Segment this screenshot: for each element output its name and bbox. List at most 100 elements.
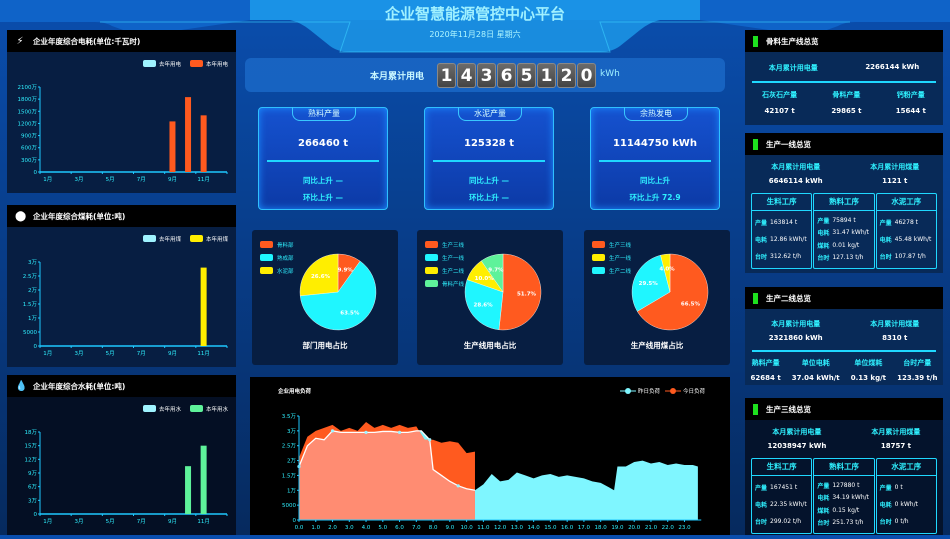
- slice-label: 28.6%: [474, 303, 494, 309]
- legend-swatch: [592, 267, 605, 274]
- process-column: 水泥工序 产量 46278 t 电耗 45.48 kWh/t 台时 107.87 t/h: [875, 193, 937, 269]
- x-tick-label: 9.0: [445, 525, 454, 531]
- y-tick-label: 1万: [287, 487, 296, 494]
- x-tick-label: 21.0: [645, 525, 658, 531]
- legend-swatch: [190, 60, 203, 67]
- coal-value: 8310 t: [882, 334, 908, 342]
- elec-label: 本月累计用电量: [771, 320, 821, 328]
- legend-label: 去年用水: [159, 405, 182, 413]
- row-key: 产量: [817, 482, 830, 490]
- slice-label: 63.5%: [340, 310, 360, 316]
- legend-label: 生产二线: [609, 267, 632, 275]
- x-tick-label: 1月: [43, 176, 52, 183]
- load-chart-panel: 企业用电负荷 昨日负荷 今日负荷 0 5000 1万 1.5万 2万 2.5万 3万 3.5万 0.0…: [250, 377, 730, 535]
- x-tick-label: 13.0: [511, 525, 524, 531]
- row-value: 22.35 kWh/t: [770, 501, 807, 508]
- process-row: 煤耗 0.15 kg/t: [814, 504, 873, 517]
- legend-label: 生产一线: [442, 254, 465, 262]
- stat-value: 0.13 kg/t: [850, 374, 886, 382]
- x-tick-label: 1.0: [311, 525, 320, 531]
- row-key: 电耗: [817, 230, 830, 238]
- legend-label: 水泥部: [277, 267, 294, 275]
- y-tick-label: 0: [34, 344, 38, 350]
- process-column: 熟料工序 产量 75894 t 电耗 31.47 kWh/t 煤耗 0.01 kg/t 台时 1…: [813, 193, 875, 269]
- water-bar-chart: 去年用水 本年用水 0 3万 6万 9万 12万 15万 18万 1月 3月 5月 7月 9月 11月: [25, 405, 229, 525]
- y-tick-label: 900万: [21, 133, 37, 140]
- row-key: 产量: [755, 220, 768, 227]
- stat-label: 钙粉产量: [896, 91, 925, 99]
- process-row: 电耗 31.47 kWh/t: [814, 227, 873, 240]
- row-key: 台时: [755, 254, 768, 261]
- slice-label: 29.5%: [639, 281, 659, 287]
- digit: 2: [557, 63, 576, 88]
- x-tick-label: 15.0: [544, 525, 557, 531]
- y-tick-label: 1万: [28, 315, 37, 322]
- x-tick-label: 10.0: [460, 525, 473, 531]
- y-tick-label: 300万: [21, 157, 37, 164]
- bar: [200, 445, 207, 514]
- process-row: 产量 167451 t: [752, 479, 811, 496]
- row-value: 163814 t: [770, 219, 798, 226]
- circle-icon: ⬤: [15, 210, 27, 222]
- legend-label: 生产三线: [609, 241, 632, 249]
- x-tick-label: 1月: [43, 350, 52, 357]
- y-tick-label: 5000: [23, 330, 37, 336]
- legend-swatch: [425, 280, 438, 287]
- bar: [200, 115, 207, 172]
- y-tick-label: 3.5万: [282, 413, 297, 420]
- stat-value: 29865 t: [831, 107, 862, 115]
- line-coal-pie-panel: 生产三线 生产一线 生产二线 66.5% 29.5% 4.0% 生产线用煤占比: [584, 230, 730, 365]
- x-tick-label: 5.0: [378, 525, 387, 531]
- panel-title: 骨料生产线总览: [766, 36, 819, 46]
- x-tick-label: 11.0: [477, 525, 490, 531]
- row-value: 167451 t: [770, 484, 798, 491]
- kpi-card-clinker: 熟料产量 266460 t 同比上升 — 环比上升 —: [258, 107, 388, 210]
- legend-label: 本年用电: [206, 60, 229, 68]
- legend-swatch: [425, 267, 438, 274]
- panel-title: 生产一线总览: [766, 139, 811, 149]
- process-header: 生料工序: [752, 194, 812, 211]
- stat-label: 单位电耗: [801, 359, 830, 367]
- pie-slice: [299, 260, 377, 331]
- y-tick-label: 600万: [21, 145, 37, 152]
- process-row: 产量 46278 t: [877, 214, 936, 231]
- kpi-mom: 环比上升 —: [468, 193, 510, 202]
- process-header: 水泥工序: [876, 459, 936, 476]
- stat-label: 熟料产量: [751, 359, 780, 367]
- dept-electricity-pie-panel: 骨料部 熟成部 水泥部 9.9% 63.5% 26.6% 部门用电占比: [252, 230, 398, 365]
- date-display: 2020年11月28日 星期六: [429, 30, 521, 39]
- coal-value: 18757 t: [880, 442, 911, 450]
- chart-title: 企业用电负荷: [277, 387, 312, 395]
- slice-label: 4.0%: [659, 267, 675, 273]
- process-header: 水泥工序: [876, 194, 936, 211]
- status-indicator: [753, 138, 758, 150]
- legend-label: 骨料产线: [442, 280, 465, 288]
- x-tick-label: 4.0: [362, 525, 371, 531]
- y-tick-label: 15万: [25, 443, 38, 450]
- line-electricity-pie-panel: 生产三线 生产一线 生产二线 骨料产线 51.7% 28.6% 10.0% 9.7% 生产线用电…: [417, 230, 563, 365]
- process-row: 台时 312.62 t/h: [752, 248, 811, 265]
- stat-value: 42107 t: [764, 107, 795, 115]
- stat-value: 37.04 kWh/t: [791, 374, 840, 382]
- row-value: 31.47 kWh/t: [832, 229, 870, 237]
- process-row: 台时 299.02 t/h: [752, 513, 811, 530]
- elec-value: 6646114 kWh: [768, 177, 823, 185]
- row-value: 0.01 kg/t: [832, 241, 860, 249]
- row-key: 台时: [817, 255, 830, 263]
- x-tick-label: 14.0: [528, 525, 541, 531]
- legend-swatch: [143, 235, 156, 242]
- legend-swatch: [260, 254, 273, 261]
- row-key: 煤耗: [817, 507, 830, 515]
- legend-label: 去年用煤: [159, 235, 182, 243]
- legend-label: 本年用煤: [206, 235, 229, 243]
- y-tick-label: 1.5万: [282, 472, 297, 479]
- process-row: 产量 127880 t: [814, 479, 873, 492]
- y-tick-label: 2100万: [18, 84, 38, 91]
- y-tick-label: 3万: [287, 428, 296, 435]
- process-column: 生料工序 产量 167451 t 电耗 22.35 kWh/t 台时 299.02 t/h: [751, 458, 813, 534]
- y-tick-label: 0: [34, 512, 38, 518]
- x-tick-label: 11月: [197, 518, 210, 525]
- row-key: 电耗: [879, 502, 892, 509]
- legend-label: 生产二线: [442, 267, 465, 275]
- legend-swatch: [143, 405, 156, 412]
